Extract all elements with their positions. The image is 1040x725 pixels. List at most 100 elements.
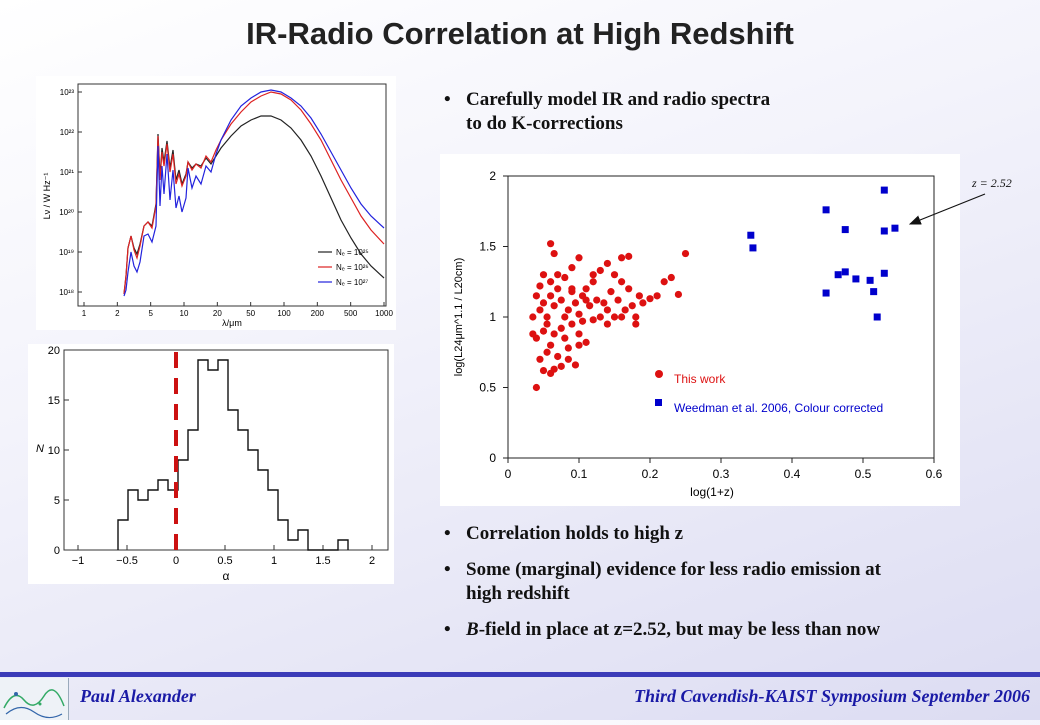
data-point-this-work: [554, 352, 562, 361]
legend-marker-square: [655, 399, 662, 406]
data-point-this-work: [618, 313, 626, 321]
y-tick-label: 1.5: [479, 240, 496, 254]
data-point-weedman: [891, 224, 899, 232]
data-point-this-work: [639, 299, 647, 307]
y-tick-label: 2: [489, 169, 496, 183]
data-point-this-work: [653, 292, 661, 300]
data-point-this-work: [536, 282, 544, 290]
data-point-this-work: [578, 317, 587, 325]
data-point-weedman: [852, 275, 860, 283]
x-tick-label: 0: [505, 467, 512, 481]
scatter-axes: [507, 175, 935, 459]
data-point-weedman: [866, 276, 874, 284]
data-point-this-work: [564, 306, 572, 314]
x-tick-label: 0.2: [642, 467, 659, 481]
data-point-this-work: [550, 302, 558, 310]
spectrum-legend: Nₑ = 10²⁵ Nₑ = 10²⁶ Nₑ = 10²⁷: [318, 248, 369, 287]
x-tick-label: 0.1: [571, 467, 588, 481]
data-point-this-work: [568, 320, 576, 328]
scatter-ylabel: log(L24μm^1.1 / L20cm): [453, 258, 465, 377]
data-point-this-work: [539, 366, 548, 375]
y-tick-label: 10²⁰: [59, 208, 74, 217]
data-point-this-work: [603, 259, 611, 268]
data-point-this-work: [586, 302, 594, 310]
legend-label: Nₑ = 10²⁵: [336, 248, 369, 257]
legend-marker-circle: [655, 370, 663, 378]
top-bullets: Carefully model IR and radio spectra to …: [444, 88, 884, 136]
data-point-this-work: [539, 271, 548, 279]
x-tick-label: 1000: [375, 309, 393, 318]
x-tick-label: 0.6: [926, 467, 943, 481]
data-point-this-work: [571, 299, 580, 307]
x-tick-label: 0.3: [713, 467, 730, 481]
bullet-item: B-field in place at z=2.52, but may be l…: [444, 618, 1024, 642]
data-point-this-work: [582, 296, 590, 304]
data-point-this-work: [564, 355, 572, 363]
data-point-weedman: [873, 313, 881, 321]
bullet-item: Carefully model IR and radio spectra to …: [444, 88, 884, 136]
x-tick-label: 200: [311, 309, 325, 318]
spectrum-axes: [77, 83, 387, 307]
data-point-this-work: [625, 285, 633, 293]
y-tick-label: 0.5: [479, 381, 496, 395]
spectrum-svg: 10¹⁸ 10¹⁹ 10²⁰ 10²¹ 10²² 10²³ 1 2 5 10 20 50 100 200…: [42, 83, 393, 328]
x-tick-label: 2: [369, 555, 375, 567]
bullet-text: high redshift: [466, 583, 570, 604]
data-point-this-work: [614, 296, 622, 304]
data-point-this-work: [532, 292, 540, 300]
data-point-this-work: [547, 292, 555, 300]
legend-label: Weedman et al. 2006, Colour corrected: [674, 401, 883, 415]
data-point-this-work: [674, 290, 682, 299]
spectrum-curve-blue: [123, 89, 385, 297]
y-tick-label: 1: [489, 310, 496, 324]
data-point-weedman: [841, 268, 849, 276]
bullet-text: Carefully model IR and radio spectra: [466, 89, 771, 110]
scatter-legend: This work Weedman et al. 2006, Colour co…: [655, 370, 883, 415]
footer-author: Paul Alexander: [80, 686, 196, 706]
data-point-this-work: [564, 344, 572, 352]
data-point-this-work: [582, 338, 590, 346]
bottom-bullets: Correlation holds to high z Some (margin…: [444, 522, 1024, 642]
x-tick-label: 50: [246, 309, 255, 318]
x-tick-label: 20: [213, 309, 222, 318]
data-point-this-work: [628, 302, 636, 310]
data-point-this-work: [554, 271, 562, 279]
data-point-this-work: [589, 278, 597, 286]
bullet-text: Correlation holds to high z: [466, 523, 684, 544]
data-point-this-work: [593, 296, 601, 304]
data-point-this-work: [607, 288, 615, 296]
logo-graphic: [3, 689, 65, 719]
data-point-this-work: [547, 240, 555, 248]
spectrum-xlabel: λ/μm: [222, 318, 242, 328]
data-point-this-work: [557, 324, 565, 332]
data-point-this-work: [625, 252, 633, 260]
x-tick-label: 0.4: [784, 467, 801, 481]
data-point-weedman: [747, 231, 755, 239]
data-point-this-work: [589, 271, 597, 279]
data-point-this-work: [575, 341, 583, 349]
data-point-this-work: [596, 313, 604, 321]
data-point-this-work: [561, 273, 569, 282]
data-point-this-work: [561, 334, 569, 342]
x-tick-label: −0.5: [116, 555, 138, 567]
y-tick-label: 0: [489, 451, 496, 465]
data-point-weedman: [834, 271, 842, 279]
data-point-this-work: [596, 266, 604, 275]
data-point-weedman: [880, 269, 888, 277]
data-point-this-work: [600, 299, 608, 307]
data-point-weedman: [870, 288, 878, 296]
x-tick-label: 0: [173, 555, 179, 567]
x-tick-label: 100: [277, 309, 291, 318]
y-tick-label: 10²¹: [60, 168, 75, 177]
data-point-this-work: [618, 254, 626, 262]
data-point-this-work: [543, 348, 551, 356]
data-point-this-work: [561, 313, 569, 321]
x-tick-label: −1: [72, 555, 85, 567]
x-tick-label: 2: [115, 309, 120, 318]
data-point-this-work: [618, 278, 626, 286]
data-point-this-work: [539, 327, 548, 335]
bullet-text: -field in place at z=2.52, but may be le…: [478, 619, 881, 640]
data-point-this-work: [681, 249, 690, 258]
histogram-axes: [63, 349, 389, 551]
data-point-this-work: [603, 306, 611, 314]
